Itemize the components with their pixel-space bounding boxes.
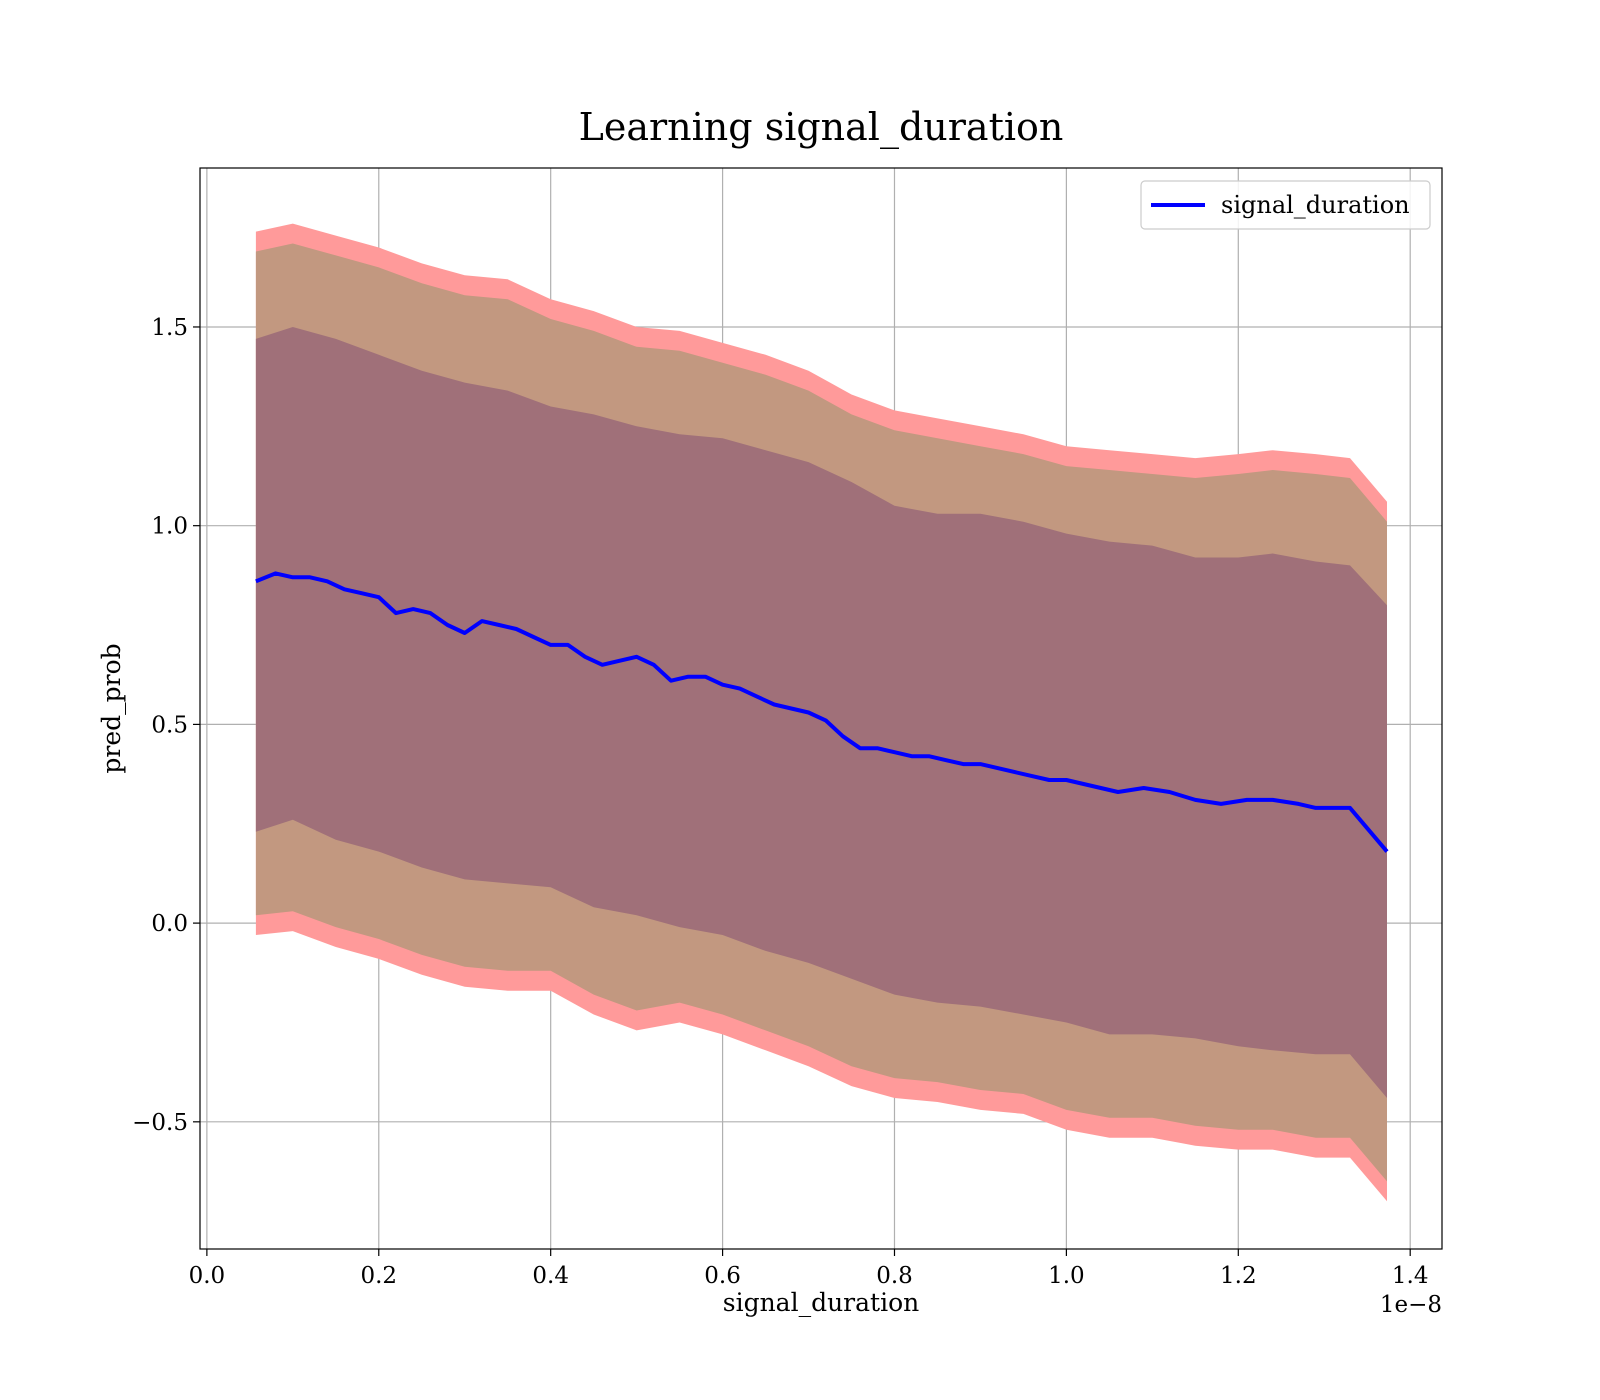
y-tick-label: −0.5 — [132, 1110, 188, 1136]
x-tick-label: 0.2 — [360, 1263, 397, 1289]
band-inner — [255, 327, 1387, 1098]
y-axis-label: pred_prob — [97, 643, 126, 773]
x-tick-label: 1.2 — [1220, 1263, 1257, 1289]
x-axis-offset-text: 1e−8 — [1380, 1292, 1442, 1318]
x-tick-label: 0.6 — [704, 1263, 741, 1289]
x-tick-label: 0.4 — [532, 1263, 569, 1289]
legend-label: signal_duration — [1221, 191, 1410, 219]
series-line — [255, 571, 1389, 853]
x-tick-label: 1.0 — [1048, 1263, 1085, 1289]
y-tick-label: 0.5 — [151, 712, 188, 738]
confidence-bands — [255, 223, 1387, 1202]
legend: signal_duration — [1140, 180, 1431, 230]
y-tick-label: 1.5 — [151, 315, 188, 341]
x-tick-label: 0.8 — [876, 1263, 913, 1289]
axis-ticks: 0.0 0.2 0.4 0.6 0.8 1.0 1.2 1.4 −0.5 0.0 0.5 1.0 1.5 — [132, 315, 1428, 1289]
series-lines — [255, 571, 1389, 853]
chart-title: Learning signal_duration — [579, 105, 1064, 150]
plot-frame — [199, 167, 1443, 1250]
x-tick-label: 0.0 — [189, 1263, 226, 1289]
x-axis-label: signal_duration — [723, 1288, 919, 1317]
x-tick-label: 1.4 — [1392, 1263, 1429, 1289]
y-tick-label: 1.0 — [151, 514, 188, 540]
y-tick-label: 0.0 — [151, 911, 188, 937]
legend-box — [1140, 180, 1431, 230]
